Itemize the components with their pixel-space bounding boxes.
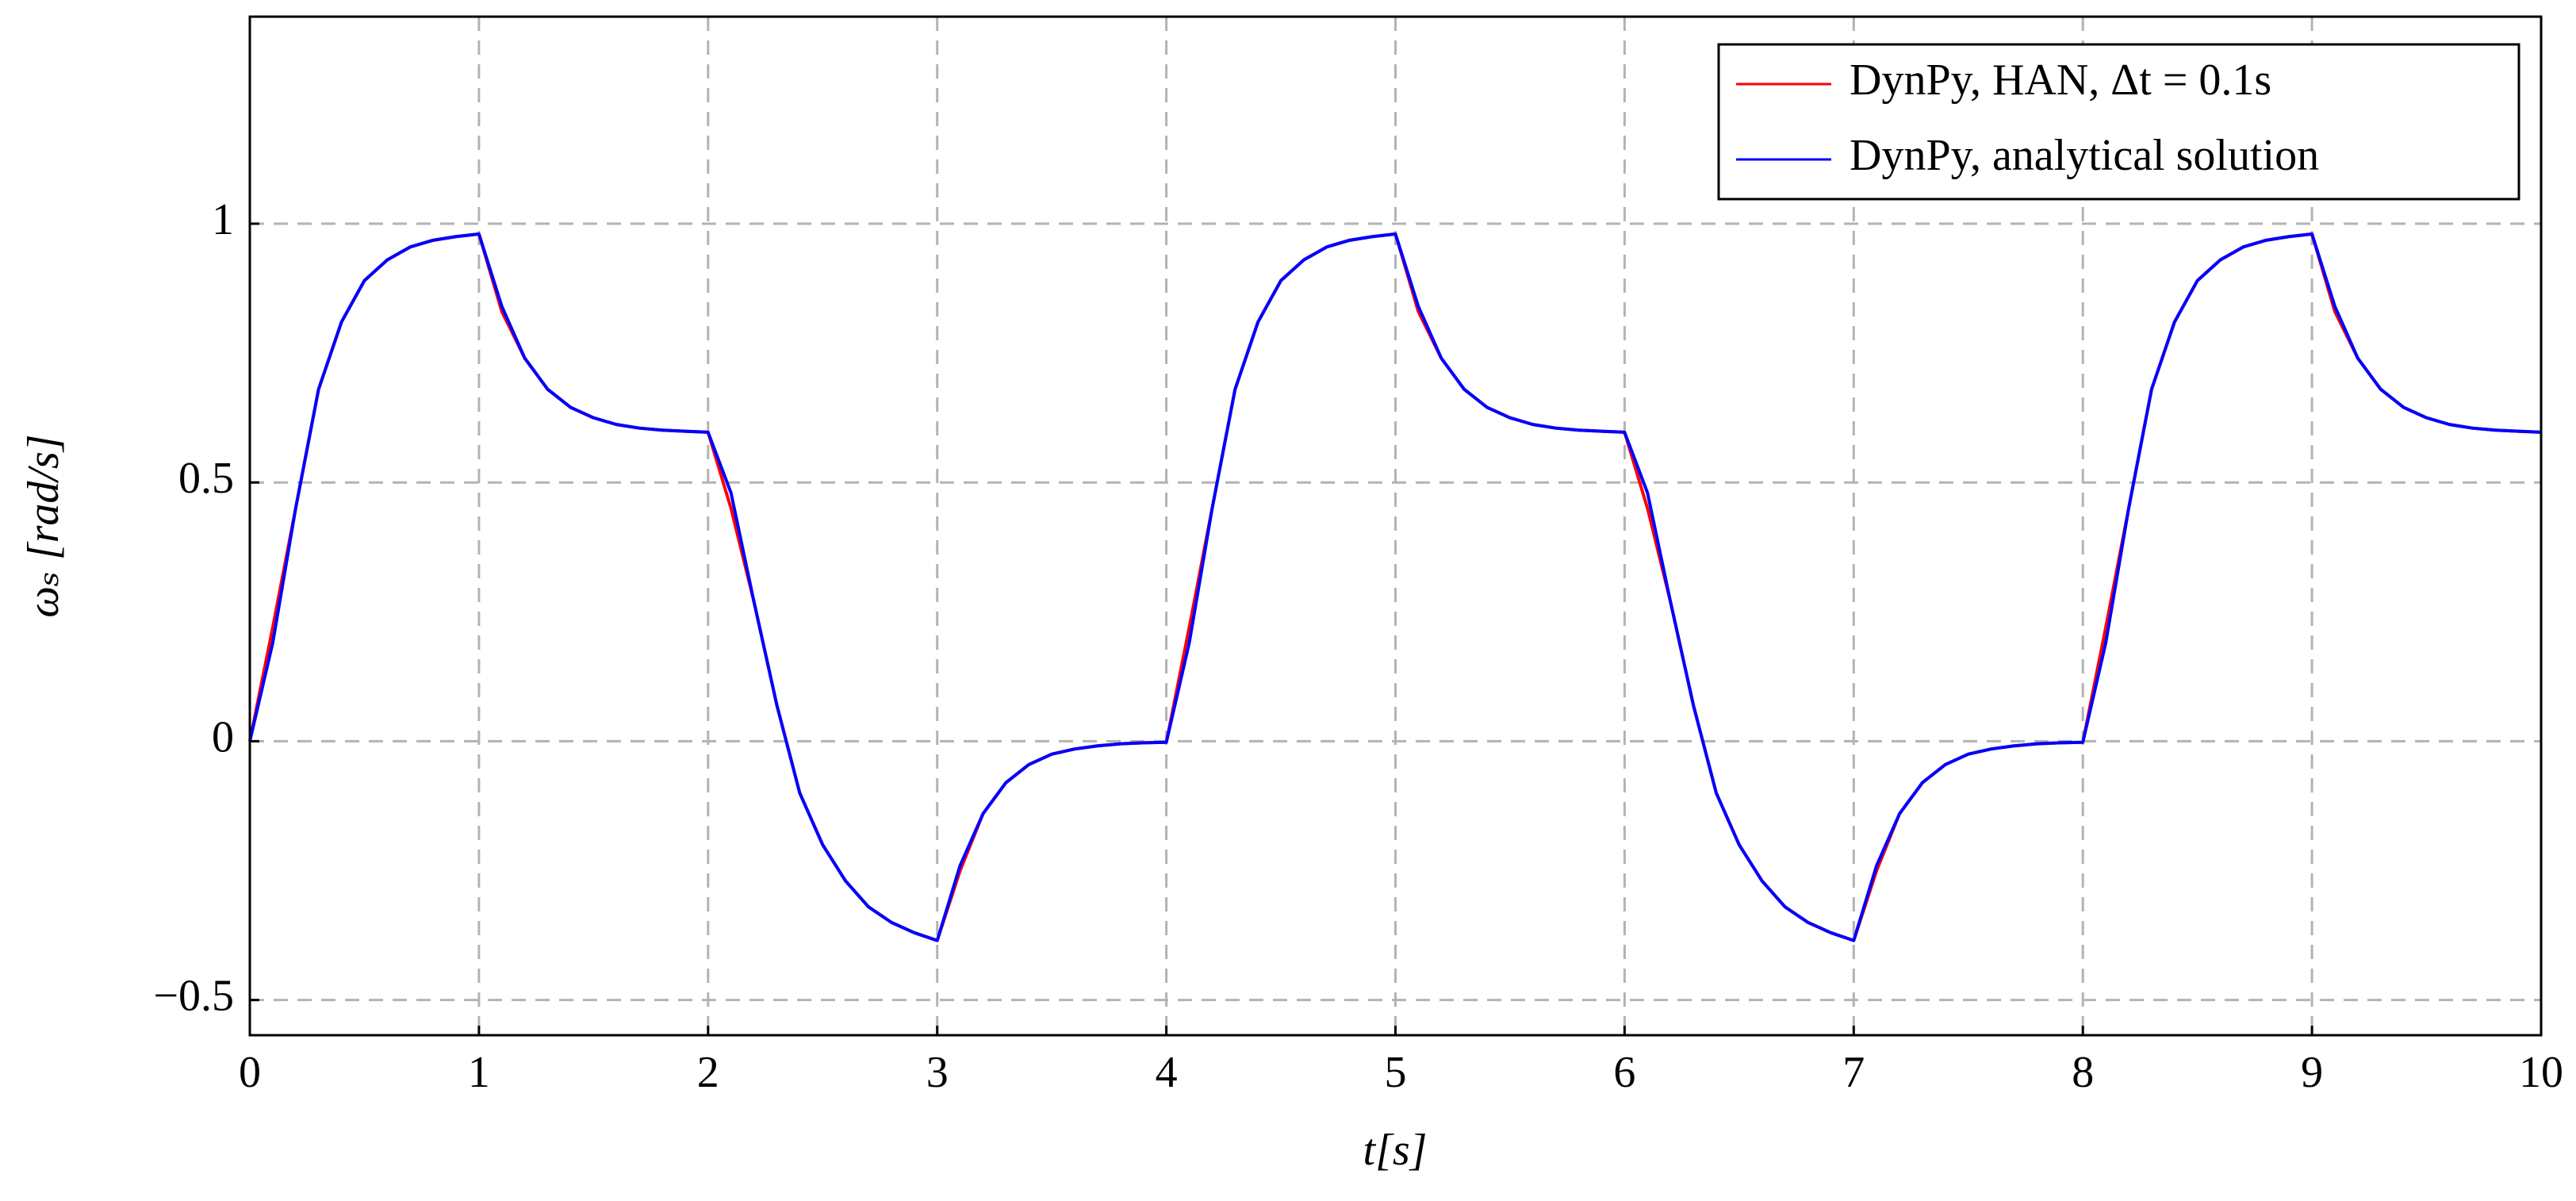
x-tick-label: 6 bbox=[1613, 1048, 1635, 1097]
y-tick-label: 1 bbox=[212, 195, 234, 244]
x-tick-label: 1 bbox=[468, 1048, 490, 1097]
x-tick-label: 10 bbox=[2519, 1048, 2563, 1097]
x-tick-label: 9 bbox=[2301, 1048, 2323, 1097]
x-axis-label: t[s] bbox=[1363, 1126, 1428, 1175]
y-tick-label: 0.5 bbox=[178, 454, 234, 503]
y-tick-label: 0 bbox=[212, 712, 234, 762]
y-tick-label: −0.5 bbox=[153, 971, 234, 1020]
x-tick-label: 0 bbox=[239, 1048, 261, 1097]
x-tick-label: 4 bbox=[1156, 1048, 1178, 1097]
x-tick-label: 7 bbox=[1842, 1048, 1865, 1097]
x-tick-label: 3 bbox=[926, 1048, 949, 1097]
x-tick-label: 5 bbox=[1385, 1048, 1407, 1097]
legend-label: DynPy, analytical solution bbox=[1850, 131, 2319, 180]
legend-label: DynPy, HAN, Δt = 0.1s bbox=[1850, 56, 2271, 105]
plot-frame bbox=[248, 15, 2543, 1037]
y-axis-label: ωₛ [rad/s] bbox=[19, 434, 68, 617]
data-line bbox=[248, 232, 2542, 942]
legend-box bbox=[1717, 43, 2520, 201]
x-tick-label: 8 bbox=[2072, 1048, 2094, 1097]
x-tick-label: 2 bbox=[697, 1048, 719, 1097]
